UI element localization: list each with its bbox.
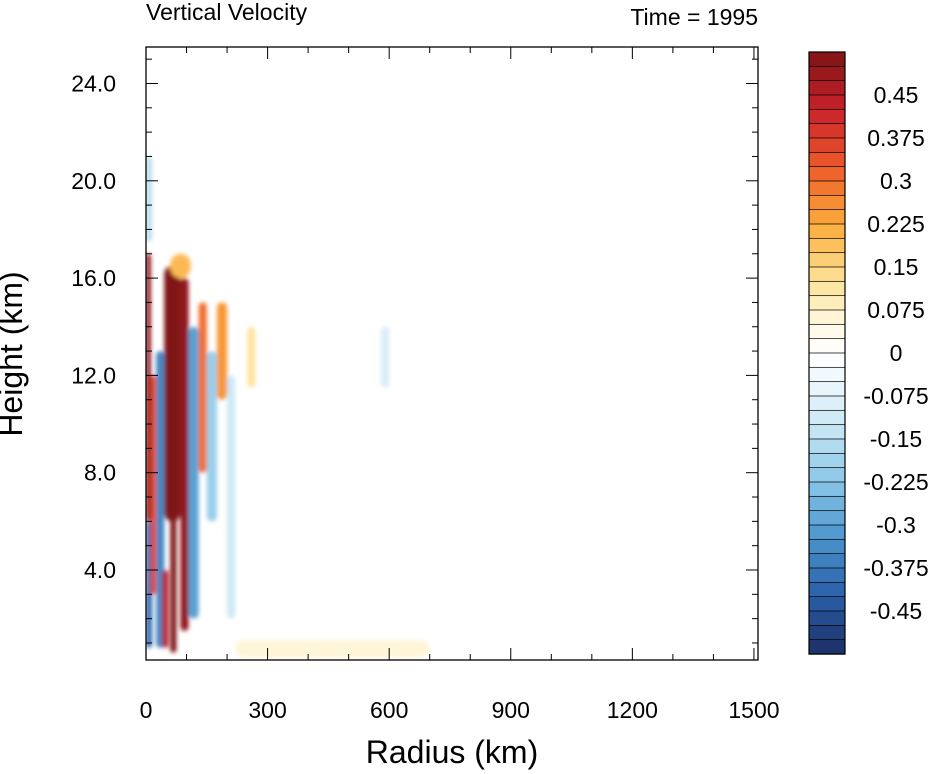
colorbar-box: [808, 166, 846, 182]
velocity-feature: [146, 521, 153, 648]
colorbar-box: [808, 151, 846, 168]
colorbar-box: [808, 180, 846, 196]
colorbar-label: 0.3: [880, 168, 912, 194]
colorbar-box: [808, 581, 846, 598]
colorbar-box: [808, 381, 846, 397]
colorbar-box: [808, 252, 846, 268]
colorbar-label: -0.3: [876, 512, 916, 538]
colorbar-box: [808, 323, 846, 340]
colorbar: 0.45 0.375 0.3 0.225 0.15 0.075 0 -0.075 -0.15 -0…: [808, 51, 929, 655]
colorbar-box: [808, 495, 846, 512]
colorbar-box: [808, 237, 846, 254]
velocity-feature: [198, 302, 207, 473]
colorbar-box: [808, 223, 846, 239]
colorbar-label: 0.075: [867, 297, 925, 323]
colorbar-box: [808, 624, 846, 641]
axes: 0 300 600 900 1200 1500 4.0 8.0 12.0 16.0 20.0 24.0: [71, 46, 780, 723]
colorbar-box: [808, 338, 846, 354]
colorbar-box: [808, 538, 846, 555]
colorbar-label: 0.375: [867, 125, 925, 151]
y-tick-label: 8.0: [84, 460, 116, 486]
velocity-field: [146, 156, 430, 658]
colorbar-label: 0.225: [867, 211, 925, 237]
velocity-feature: [206, 351, 217, 522]
x-tick-label: 900: [492, 697, 530, 723]
velocity-feature: [216, 302, 228, 400]
colorbar-box: [808, 194, 846, 211]
x-tick-label: 1500: [728, 697, 779, 723]
velocity-feature: [146, 156, 153, 242]
y-tick-label: 4.0: [84, 557, 116, 583]
velocity-feature: [235, 640, 430, 658]
colorbar-box: [808, 295, 846, 311]
velocity-feature: [247, 326, 256, 388]
x-tick-label: 300: [248, 697, 286, 723]
colorbar-box: [808, 510, 846, 526]
colorbar-box: [808, 266, 846, 282]
plot-background: [146, 47, 758, 660]
colorbar-label: -0.375: [863, 555, 928, 581]
velocity-feature: [162, 569, 169, 648]
colorbar-box: [808, 309, 846, 325]
y-axis-label: Height (km): [0, 271, 29, 436]
y-tick-label: 24.0: [71, 70, 116, 96]
colorbar-box: [808, 596, 846, 612]
velocity-feature: [146, 253, 151, 522]
colorbar-box: [808, 481, 846, 497]
colorbar-box: [808, 51, 846, 67]
colorbar-box: [808, 452, 846, 469]
velocity-feature: [150, 375, 157, 595]
colorbar-box: [808, 108, 846, 125]
colorbar-box: [808, 610, 846, 626]
x-axis-label: Radius (km): [366, 734, 538, 770]
plot-area: [146, 47, 758, 660]
chart-title: Vertical Velocity: [146, 0, 308, 25]
colorbar-label: 0.45: [874, 82, 919, 108]
velocity-feature: [188, 326, 199, 619]
colorbar-box: [808, 467, 846, 483]
colorbar-box: [808, 639, 846, 655]
colorbar-box: [808, 409, 846, 426]
colorbar-box: [808, 553, 846, 569]
colorbar-box: [808, 366, 846, 383]
time-label: Time = 1995: [630, 4, 758, 30]
x-tick-label: 1200: [607, 697, 658, 723]
velocity-feature: [170, 253, 191, 279]
colorbar-box: [808, 280, 846, 297]
colorbar-label: -0.15: [870, 426, 922, 452]
colorbar-label: 0: [890, 340, 903, 366]
colorbar-label: 0.15: [874, 254, 919, 280]
colorbar-box: [808, 209, 846, 225]
plot-frame: [145, 46, 759, 661]
colorbar-box: [808, 395, 846, 411]
velocity-feature: [164, 265, 181, 522]
colorbar-box: [808, 137, 846, 153]
colorbar-box: [808, 524, 846, 540]
colorbar-frame: [808, 51, 846, 655]
colorbar-box: [808, 438, 846, 454]
colorbar-box: [808, 567, 846, 583]
colorbar-box: [808, 80, 846, 96]
velocity-feature: [381, 326, 390, 388]
colorbar-box: [808, 352, 846, 368]
x-tick-label: 0: [140, 697, 153, 723]
velocity-feature: [180, 278, 189, 631]
colorbar-box: [808, 94, 846, 110]
velocity-feature: [170, 472, 177, 653]
y-tick-label: 16.0: [71, 265, 116, 291]
velocity-feature: [227, 375, 236, 619]
y-tick-label: 20.0: [71, 168, 116, 194]
colorbar-label: -0.075: [863, 383, 928, 409]
colorbar-label: -0.45: [870, 598, 922, 624]
x-tick-label: 600: [370, 697, 408, 723]
y-tick-label: 12.0: [71, 362, 116, 388]
colorbar-box: [808, 424, 846, 440]
colorbar-box: [808, 65, 846, 82]
colorbar-box: [808, 123, 846, 139]
colorbar-label: -0.225: [863, 469, 928, 495]
